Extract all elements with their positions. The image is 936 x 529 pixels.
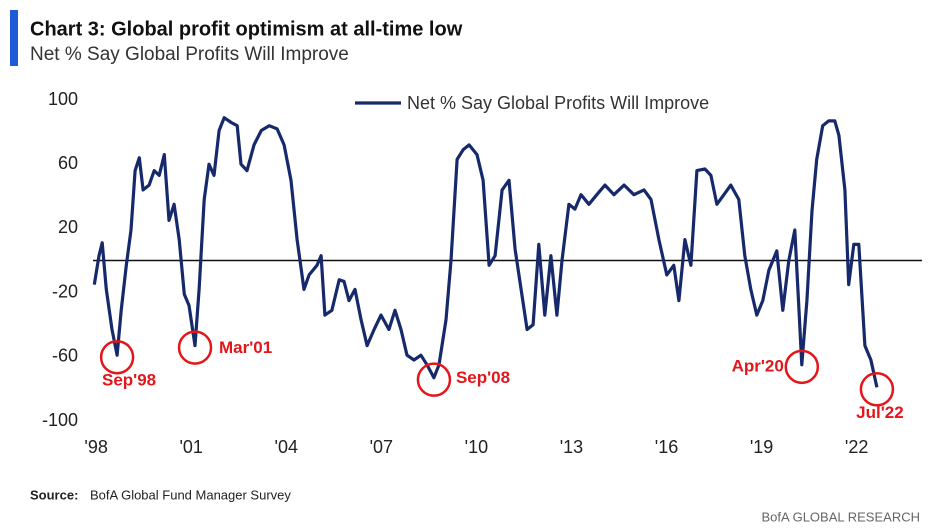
x-tick-label: '04 [275, 437, 298, 457]
y-tick-label: -100 [42, 410, 78, 430]
chart-subtitle: Net % Say Global Profits Will Improve [30, 44, 349, 65]
annotation-label: Mar'01 [219, 338, 272, 357]
annotation-label: Jul'22 [856, 403, 904, 422]
series-line [92, 116, 879, 388]
y-tick-label: 20 [58, 217, 78, 237]
annotation-circle [99, 339, 135, 375]
source: BofA Global Fund Manager Survey [90, 487, 291, 502]
annotation-label: Sep'98 [102, 371, 156, 390]
x-tick-label: '19 [750, 437, 773, 457]
x-tick-label: '10 [465, 437, 488, 457]
x-tick-label: '98 [84, 437, 107, 457]
x-tick-label: '16 [655, 437, 678, 457]
x-tick-label: '22 [845, 437, 868, 457]
annotation-circle [416, 362, 452, 397]
annotation-label: Apr'20 [732, 356, 784, 375]
annotation-circle [859, 372, 895, 407]
chart-title: Chart 3: Global profit optimism at all-t… [30, 18, 463, 40]
annotation-circle [177, 330, 213, 365]
x-tick-label: '13 [560, 437, 583, 457]
x-tick-label: '07 [370, 437, 393, 457]
y-tick-label: 60 [58, 153, 78, 173]
y-tick-label: -20 [52, 281, 78, 301]
source-label: Source: [30, 487, 78, 502]
y-tick-label: -60 [52, 346, 78, 366]
y-tick-label: 100 [48, 89, 78, 109]
legend-label: Net % Say Global Profits Will Improve [407, 93, 709, 113]
footer: BofA GLOBAL RESEARCH [762, 509, 920, 524]
annotation-label: Sep'08 [456, 368, 510, 387]
title-bar [10, 10, 18, 66]
x-tick-label: '01 [179, 437, 202, 457]
annotation-circle [784, 349, 820, 385]
